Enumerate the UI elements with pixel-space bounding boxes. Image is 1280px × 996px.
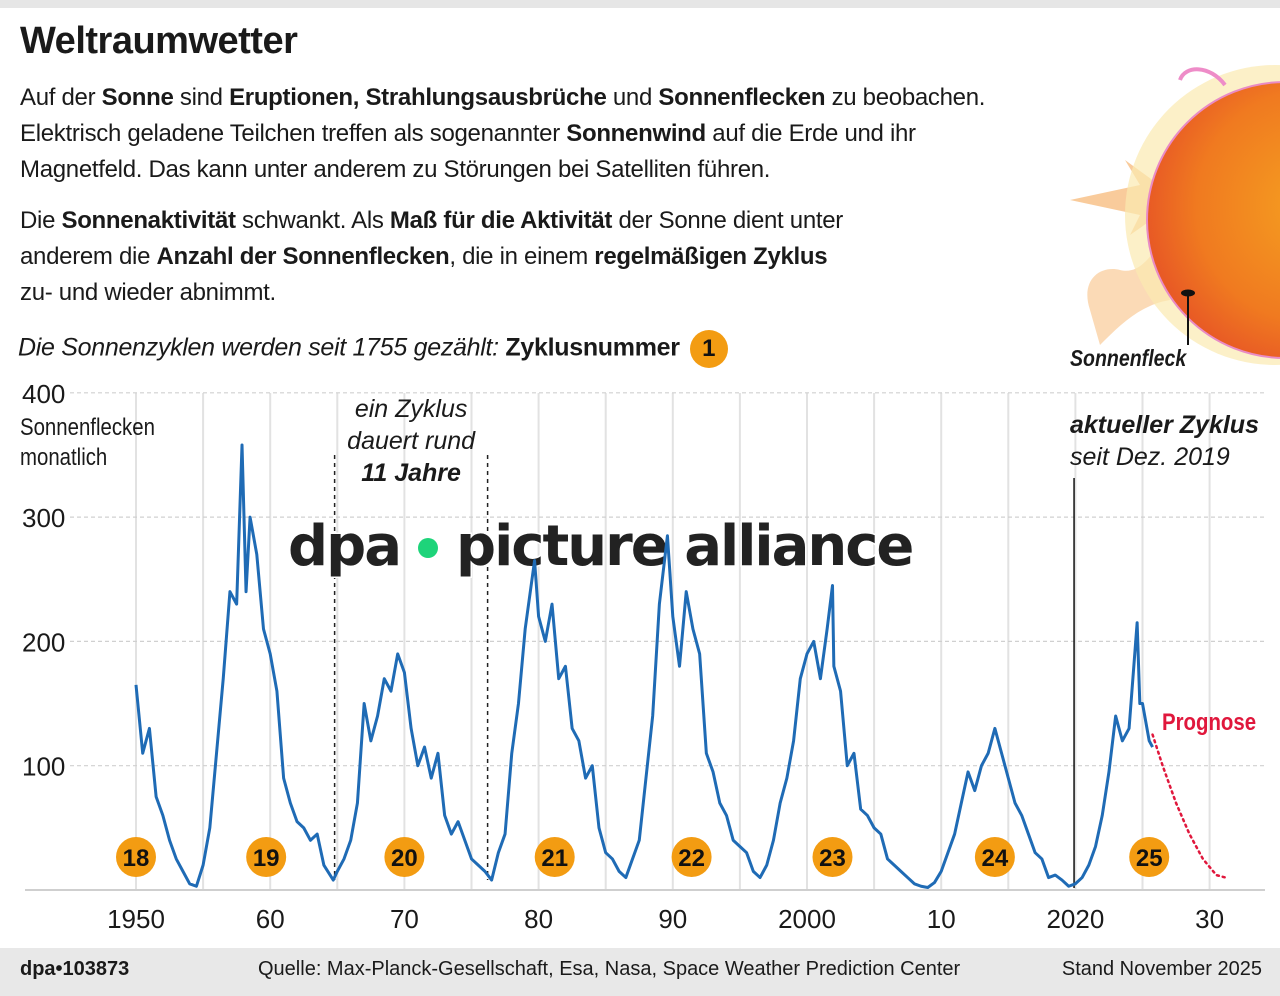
text: der Sonne dient unter — [612, 207, 843, 234]
top-bar — [0, 0, 1280, 8]
cycle-span-label-2: dauert rund — [347, 427, 476, 455]
intro-text: Die Sonnenzyklen werden seit 1755 gezähl… — [18, 333, 506, 362]
x-tick-label: 1950 — [107, 904, 165, 934]
text-line: Die Sonnenaktivität schwankt. Als Maß fü… — [20, 203, 843, 239]
x-tick-label: 80 — [524, 904, 553, 934]
cycle-badge-example: 1 — [689, 330, 728, 368]
x-tick-label: 2020 — [1046, 904, 1104, 934]
sunspot-icon — [1181, 289, 1195, 297]
bold-text: Anzahl der Sonnenflecken — [156, 243, 450, 270]
x-tick-label: 70 — [390, 904, 419, 934]
x-tick-label: 30 — [1195, 904, 1224, 934]
x-tick-label: 2000 — [778, 904, 836, 934]
source: Quelle: Max-Planck-Gesellschaft, Esa, Na… — [258, 958, 961, 980]
y-axis-label: Sonnenflecken monatlich — [20, 413, 155, 470]
magnetic-loop — [1178, 67, 1227, 87]
sun-disc — [1146, 81, 1280, 359]
cycle-badge — [246, 837, 287, 877]
text-line: zu- und wieder abnimmt. — [20, 275, 843, 311]
bold-text: Eruptionen, Strahlungsausbrüche — [229, 84, 607, 111]
bold-text: Sonnenflecken — [658, 84, 826, 111]
forecast-line — [1151, 733, 1227, 879]
text: Die — [20, 207, 62, 234]
text-line: Auf der Sonne sind Eruptionen, Strahlung… — [20, 80, 985, 116]
cycle-badge — [384, 837, 425, 877]
y-tick-label: 100 — [22, 752, 65, 782]
bold-text: regelmäßigen Zyklus — [594, 243, 828, 270]
current-cycle-label: aktueller Zyklus — [1070, 411, 1259, 439]
cycle-badge — [1129, 837, 1170, 877]
intro-bold: Zyklusnummer — [505, 333, 680, 362]
cycle-badge — [116, 837, 156, 877]
cycle-span-label-1: ein Zyklus — [355, 395, 468, 423]
bold-text: Sonne — [101, 84, 174, 111]
cycle-number: 24 — [982, 845, 1009, 872]
text-line: Elektrisch geladene Teilchen treffen als… — [20, 116, 985, 152]
current-cycle-date: seit Dez. 2019 — [1070, 443, 1230, 471]
bold-text: Sonnenwind — [566, 120, 706, 147]
cycle-badge — [534, 837, 575, 877]
x-tick-label: 10 — [927, 904, 956, 934]
cycle-number: 18 — [123, 845, 150, 872]
bold-text: Maß für die Aktivität — [389, 207, 613, 234]
text: zu- und wieder abnimmt. — [20, 279, 276, 306]
cycle-number: 22 — [678, 845, 705, 872]
cycle-badge — [812, 837, 853, 877]
text: Magnetfeld. Das kann unter anderem zu St… — [20, 156, 771, 183]
y-tick-label: 300 — [22, 503, 65, 533]
text: und — [606, 84, 659, 111]
y-tick-label: 200 — [22, 627, 65, 657]
sunspot-series-line — [134, 443, 1154, 890]
text: Auf der — [20, 84, 102, 111]
paragraph-1: Auf der Sonne sind Eruptionen, Strahlung… — [20, 80, 985, 188]
cycle-number: 23 — [819, 845, 846, 872]
text: sind — [173, 84, 230, 111]
watermark-logo-right: picture alliance — [456, 514, 912, 579]
date-stamp: Stand November 2025 — [1061, 958, 1262, 980]
cycle-badge — [671, 837, 712, 877]
text: , die in einem — [449, 243, 595, 270]
cycle-number: 19 — [253, 845, 280, 872]
cycle-intro: Die Sonnenzyklen werden seit 1755 gezähl… — [18, 330, 728, 368]
cycle-number: 21 — [541, 845, 568, 872]
forecast-label: Prognose — [1162, 708, 1256, 735]
text: auf die Erde und ihr — [705, 120, 916, 147]
graphic-id: dpa•103873 — [20, 958, 130, 980]
watermark-dot-icon — [418, 538, 438, 558]
sunspot-label: Sonnenfleck — [1070, 345, 1187, 371]
cycle-number: 20 — [391, 845, 418, 872]
cycle-number: 25 — [1136, 845, 1163, 872]
y-axis-label-line: Sonnenflecken — [20, 413, 155, 440]
x-tick-label: 60 — [256, 904, 285, 934]
sun-illustration — [1070, 65, 1280, 365]
text: zu beobachen. — [825, 84, 986, 111]
cycle-badge — [974, 837, 1015, 877]
bold-text: Sonnenaktivität — [61, 207, 236, 234]
footer: dpa•103873 Quelle: Max-Planck-Gesellscha… — [0, 948, 1280, 996]
text-line: Magnetfeld. Das kann unter anderem zu St… — [20, 152, 985, 188]
text-line: anderem die Anzahl der Sonnenflecken, di… — [20, 239, 843, 275]
page-title: Weltraumwetter — [20, 20, 298, 62]
x-tick-label: 90 — [658, 904, 687, 934]
y-axis-label-line: monatlich — [20, 443, 107, 470]
text: schwankt. Als — [235, 207, 390, 234]
cycle-span-label-3: 11 Jahre — [361, 459, 461, 487]
text: Elektrisch geladene Teilchen treffen als… — [20, 120, 567, 147]
text: anderem die — [20, 243, 157, 270]
paragraph-2: Die Sonnenaktivität schwankt. Als Maß fü… — [20, 203, 843, 311]
y-tick-label: 400 — [22, 379, 65, 409]
watermark-logo-left: dpa — [288, 514, 400, 579]
